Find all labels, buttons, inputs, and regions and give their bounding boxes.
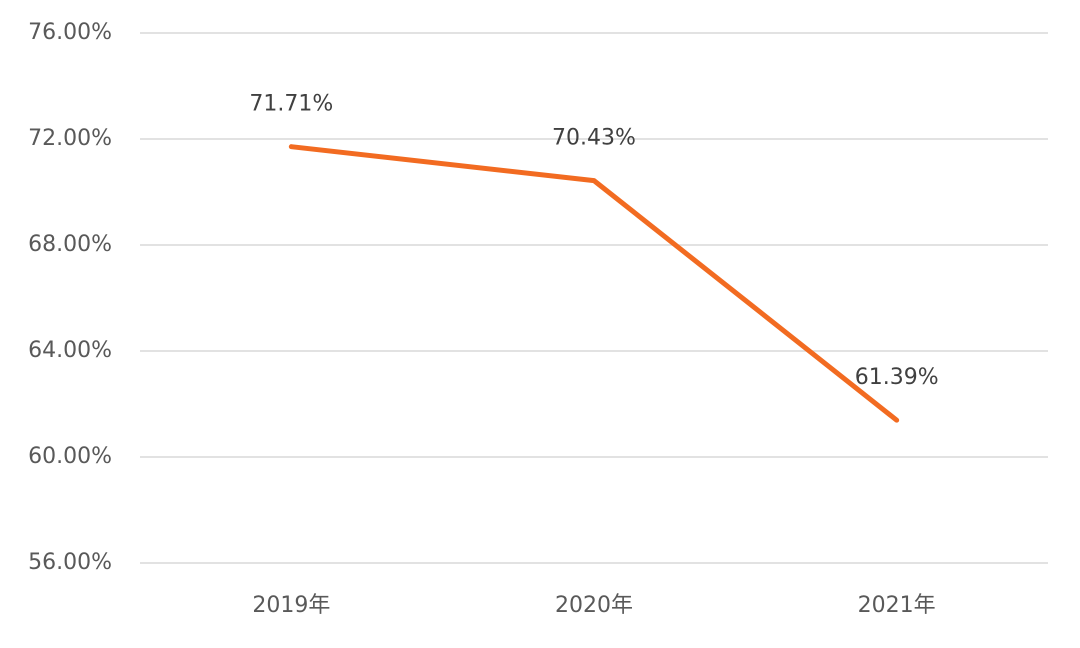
y-tick-label: 76.00% [28,20,112,45]
y-tick-label: 68.00% [28,232,112,257]
line [288,144,900,423]
data-label: 70.43% [552,126,636,151]
y-tick-label: 72.00% [28,126,112,151]
data-label: 71.71% [249,92,333,117]
y-tick-label: 56.00% [28,550,112,575]
x-tick-label: 2020年 [555,593,633,618]
y-tick-label: 64.00% [28,338,112,363]
x-tick-label: 2021年 [858,593,936,618]
data-label: 61.39% [855,365,939,390]
x-tick-label: 2019年 [252,593,330,618]
y-tick-label: 60.00% [28,444,112,469]
